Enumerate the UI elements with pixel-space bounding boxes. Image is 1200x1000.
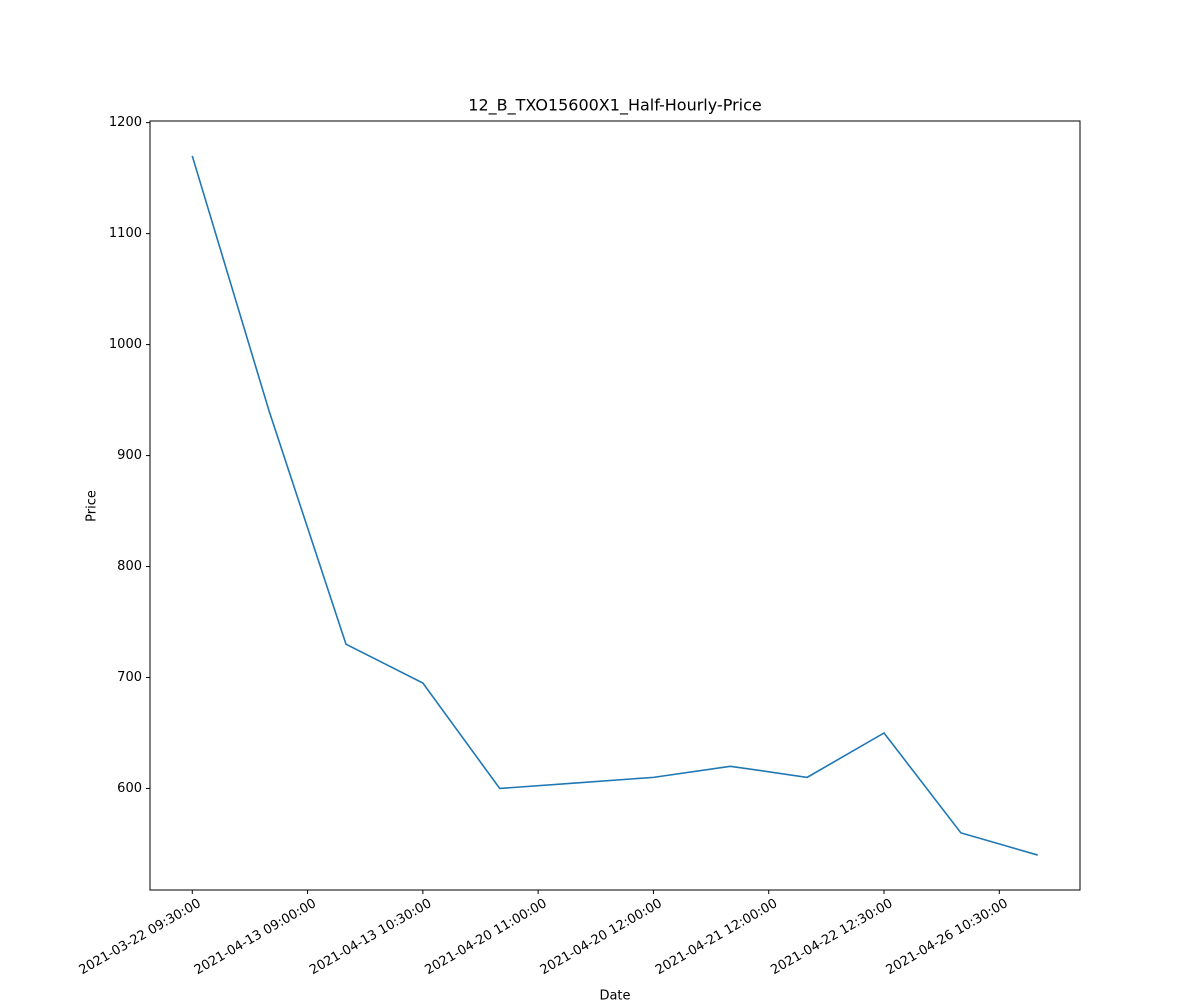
y-tick-label: 800	[117, 559, 142, 574]
y-tick-label: 700	[117, 670, 142, 685]
y-tick-label: 600	[117, 781, 142, 796]
x-tick-label: 2021-04-20 11:00:00	[422, 896, 549, 978]
y-tick-label: 900	[117, 448, 142, 463]
x-tick-label: 2021-03-22 09:30:00	[77, 896, 204, 978]
x-tick-label: 2021-04-20 12:00:00	[538, 896, 665, 978]
line-series	[191, 155, 1038, 856]
x-tick-label: 2021-04-26 10:30:00	[884, 896, 1011, 978]
y-tick-label: 1200	[109, 115, 142, 130]
x-tick-label: 2021-04-13 09:00:00	[192, 896, 319, 978]
x-tick-label: 2021-04-21 12:00:00	[653, 896, 780, 978]
plot-frame	[149, 120, 1081, 891]
chart-title: 12_B_TXO15600X1_Half-Hourly-Price	[468, 96, 761, 116]
x-tick-label: 2021-04-22 12:30:00	[768, 896, 895, 978]
y-tick-label: 1000	[109, 337, 142, 352]
x-axis-label: Date	[599, 989, 630, 1000]
y-axis-label: Price	[85, 490, 100, 522]
x-tick-label: 2021-04-13 10:30:00	[307, 896, 434, 978]
y-tick-label: 1100	[109, 226, 142, 241]
